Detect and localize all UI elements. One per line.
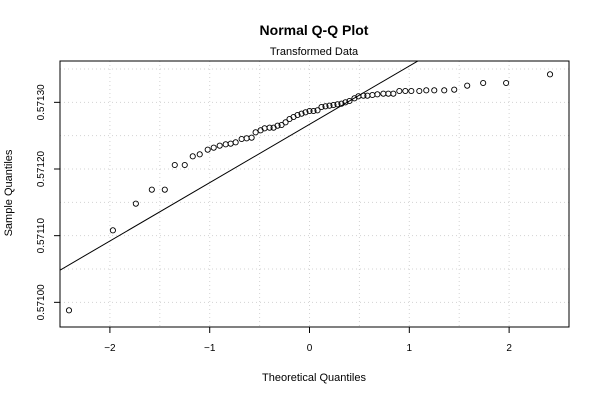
data-point bbox=[385, 90, 392, 97]
y-tick-label: 0.57100 bbox=[36, 284, 47, 321]
data-points bbox=[65, 71, 554, 314]
data-point bbox=[416, 87, 423, 95]
data-point bbox=[408, 87, 415, 95]
data-point bbox=[196, 151, 203, 158]
x-axis: −2 −1 0 1 2 bbox=[104, 327, 512, 354]
data-point bbox=[330, 101, 337, 109]
data-point bbox=[189, 153, 196, 160]
x-axis-label: Theoretical Quantiles bbox=[262, 372, 366, 384]
y-axis: 0.57100 0.57110 0.57120 0.57130 bbox=[36, 84, 60, 321]
y-tick-label: 0.57110 bbox=[36, 218, 47, 254]
data-point bbox=[396, 87, 403, 95]
data-point bbox=[298, 110, 305, 117]
data-point bbox=[342, 99, 349, 106]
data-point bbox=[222, 141, 229, 148]
x-tick-label: −2 bbox=[104, 343, 116, 354]
data-point bbox=[294, 111, 301, 119]
data-point bbox=[546, 71, 554, 78]
grid-lines bbox=[60, 61, 569, 327]
data-point bbox=[318, 103, 325, 111]
data-point bbox=[423, 87, 430, 94]
data-point bbox=[464, 82, 471, 89]
data-point bbox=[314, 107, 321, 114]
data-point bbox=[232, 139, 239, 146]
data-point bbox=[338, 100, 345, 107]
data-point bbox=[346, 97, 353, 105]
data-point bbox=[503, 79, 510, 87]
data-point bbox=[310, 107, 317, 115]
chart-title: Normal Q-Q Plot bbox=[260, 22, 369, 38]
data-point bbox=[360, 92, 367, 99]
data-point bbox=[369, 91, 376, 99]
data-point bbox=[374, 91, 381, 98]
data-point bbox=[282, 119, 289, 126]
data-point bbox=[210, 144, 217, 151]
data-point bbox=[181, 161, 188, 169]
y-tick-label: 0.57130 bbox=[36, 84, 47, 121]
data-point bbox=[109, 227, 116, 234]
y-tick-label: 0.57120 bbox=[36, 150, 47, 187]
data-point bbox=[402, 87, 409, 95]
x-tick-label: −1 bbox=[204, 343, 216, 354]
data-point bbox=[390, 90, 397, 97]
data-point bbox=[171, 161, 178, 169]
data-point bbox=[148, 186, 155, 193]
data-point bbox=[334, 101, 341, 108]
data-point bbox=[204, 146, 211, 153]
data-point bbox=[480, 79, 487, 87]
x-tick-label: 0 bbox=[307, 343, 313, 354]
plot-frame bbox=[59, 60, 570, 328]
data-point bbox=[161, 186, 168, 193]
x-tick-label: 2 bbox=[506, 343, 512, 354]
data-point bbox=[441, 87, 448, 94]
data-point bbox=[266, 124, 273, 131]
data-point bbox=[227, 140, 234, 147]
reference-line-group bbox=[60, 61, 419, 271]
data-point bbox=[302, 109, 309, 116]
data-point bbox=[322, 103, 329, 110]
data-point bbox=[431, 87, 438, 94]
data-point bbox=[326, 102, 333, 109]
data-point bbox=[306, 107, 313, 115]
data-point bbox=[451, 86, 458, 93]
data-point bbox=[248, 134, 255, 141]
y-axis-label: Sample Quantiles bbox=[3, 149, 15, 236]
data-point bbox=[216, 142, 223, 149]
data-point bbox=[238, 135, 245, 143]
x-tick-label: 1 bbox=[407, 343, 413, 354]
qq-reference-line bbox=[60, 61, 419, 271]
data-point bbox=[252, 129, 259, 136]
data-point bbox=[65, 307, 73, 314]
data-point bbox=[274, 122, 281, 129]
data-point bbox=[380, 90, 387, 97]
chart-subtitle: Transformed Data bbox=[270, 46, 359, 58]
data-point bbox=[132, 200, 139, 207]
data-point bbox=[243, 135, 250, 142]
